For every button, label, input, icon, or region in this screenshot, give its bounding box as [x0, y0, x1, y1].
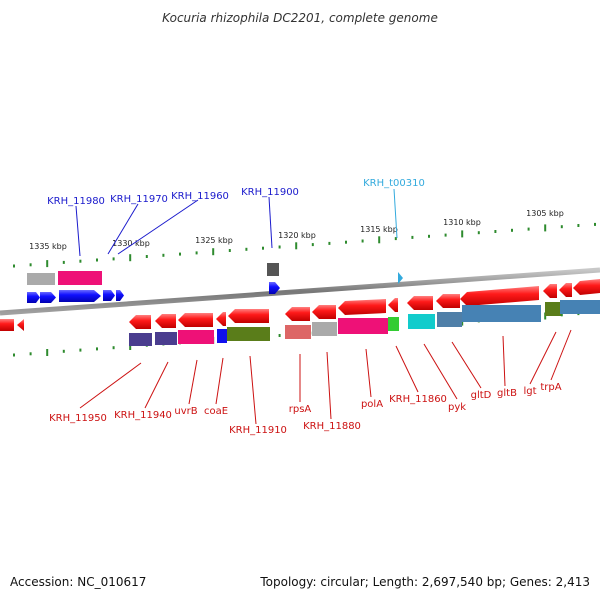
gene-arrow-reverse[interactable]	[155, 314, 176, 328]
cog-box	[388, 317, 399, 331]
cog-box	[437, 312, 462, 327]
label-leader	[365, 348, 372, 398]
gene-label-forward: KRH_11900	[241, 187, 299, 198]
label-leader	[215, 357, 224, 405]
scale-tick-label: 1320 kbp	[278, 231, 316, 240]
label-leader	[144, 361, 169, 409]
scale-tick-label: 1305 kbp	[526, 209, 564, 218]
cog-box	[155, 332, 177, 345]
gene-arrow-reverse[interactable]	[178, 313, 213, 327]
cog-box	[312, 322, 337, 336]
gene-label-reverse: KRH_11910	[229, 425, 287, 436]
gene-arrow-forward[interactable]	[27, 292, 40, 303]
gene-label-reverse: gltB	[497, 388, 517, 399]
gene-arrow-reverse[interactable]	[312, 305, 336, 319]
accession-text: Accession: NC_010617	[10, 575, 147, 589]
upper-scale-ticks	[13, 222, 596, 268]
gene-arrow-reverse[interactable]	[460, 286, 539, 306]
gene-label-reverse: rpsA	[289, 404, 312, 415]
gene-arrow-reverse[interactable]	[338, 299, 386, 315]
scale-tick-label: 1335 kbp	[29, 242, 67, 251]
gene-label-forward: KRH_11960	[171, 191, 229, 202]
gene-arrow-reverse[interactable]	[543, 284, 557, 298]
gene-arrow-reverse[interactable]	[559, 283, 572, 297]
gene-label-reverse: KRH_11880	[303, 421, 361, 432]
gene-arrow-reverse[interactable]	[228, 309, 269, 323]
cog-box	[545, 302, 561, 316]
gene-label-reverse: uvrB	[174, 406, 197, 417]
cog-box	[462, 305, 541, 322]
label-leader	[79, 362, 142, 409]
gene-label-reverse: pyk	[448, 402, 466, 413]
gene-label-reverse: KRH_11950	[49, 413, 107, 424]
cog-box	[27, 273, 55, 285]
label-leader	[550, 329, 572, 381]
cog-box	[285, 325, 311, 339]
gene-arrow-forward[interactable]	[59, 290, 101, 302]
label-leader	[529, 331, 557, 385]
gene-arrow-reverse[interactable]	[0, 319, 14, 331]
cog-box	[217, 329, 227, 343]
gene-label-reverse: coaE	[204, 406, 228, 417]
cog-box	[129, 333, 152, 346]
trna-arrow[interactable]	[398, 272, 403, 284]
gene-label-forward: KRH_11980	[47, 196, 105, 207]
label-leader	[268, 196, 273, 249]
cog-box	[560, 300, 600, 314]
cog-box	[227, 327, 270, 341]
label-leader	[451, 341, 482, 389]
scale-tick-label: 1310 kbp	[443, 218, 481, 227]
cog-box	[338, 318, 388, 334]
gene-label-reverse: polA	[361, 399, 383, 410]
gene-arrow-forward[interactable]	[116, 290, 124, 301]
label-leader	[188, 359, 198, 405]
scale-tick-label: 1325 kbp	[195, 236, 233, 245]
gene-arrow-reverse[interactable]	[573, 279, 600, 295]
cog-box	[178, 330, 214, 344]
gene-label-reverse: trpA	[540, 382, 561, 393]
gene-arrow-forward[interactable]	[40, 292, 56, 303]
label-leader	[395, 345, 419, 393]
cog-box	[408, 314, 435, 329]
label-leader	[423, 343, 458, 400]
scale-tick-label: 1330 kbp	[112, 239, 150, 248]
gene-label-reverse: KRH_11940	[114, 410, 172, 421]
gene-label-reverse: gltD	[471, 390, 492, 401]
label-leader	[393, 188, 398, 239]
gene-arrow-forward[interactable]	[103, 290, 115, 301]
gene-arrow-reverse[interactable]	[388, 298, 398, 312]
label-leader	[502, 335, 506, 387]
label-leader	[117, 199, 199, 255]
label-leader	[326, 351, 332, 420]
gene-label-reverse: KRH_11860	[389, 394, 447, 405]
gene-arrow-reverse[interactable]	[17, 319, 24, 331]
gene-label-reverse: lgt	[523, 386, 536, 397]
cog-box	[267, 263, 279, 276]
map-title: Kocuria rhizophila DC2201, complete geno…	[162, 11, 438, 25]
gene-label-forward: KRH_11970	[110, 194, 168, 205]
gene-arrow-reverse[interactable]	[129, 315, 151, 329]
gene-label-trna: KRH_t00310	[363, 178, 425, 189]
label-leader	[249, 355, 257, 425]
gene-arrow-reverse[interactable]	[407, 296, 433, 310]
genome-backbone	[0, 267, 600, 316]
gene-arrow-reverse[interactable]	[436, 294, 460, 308]
label-leader	[75, 205, 81, 257]
scale-tick-label: 1315 kbp	[360, 225, 398, 234]
genome-summary-text: Topology: circular; Length: 2,697,540 bp…	[260, 575, 590, 589]
gene-arrow-reverse[interactable]	[216, 312, 226, 326]
cog-box	[58, 271, 102, 285]
gene-arrow-reverse[interactable]	[285, 307, 310, 321]
gene-arrow-forward[interactable]	[269, 282, 280, 294]
label-leader	[107, 203, 139, 255]
